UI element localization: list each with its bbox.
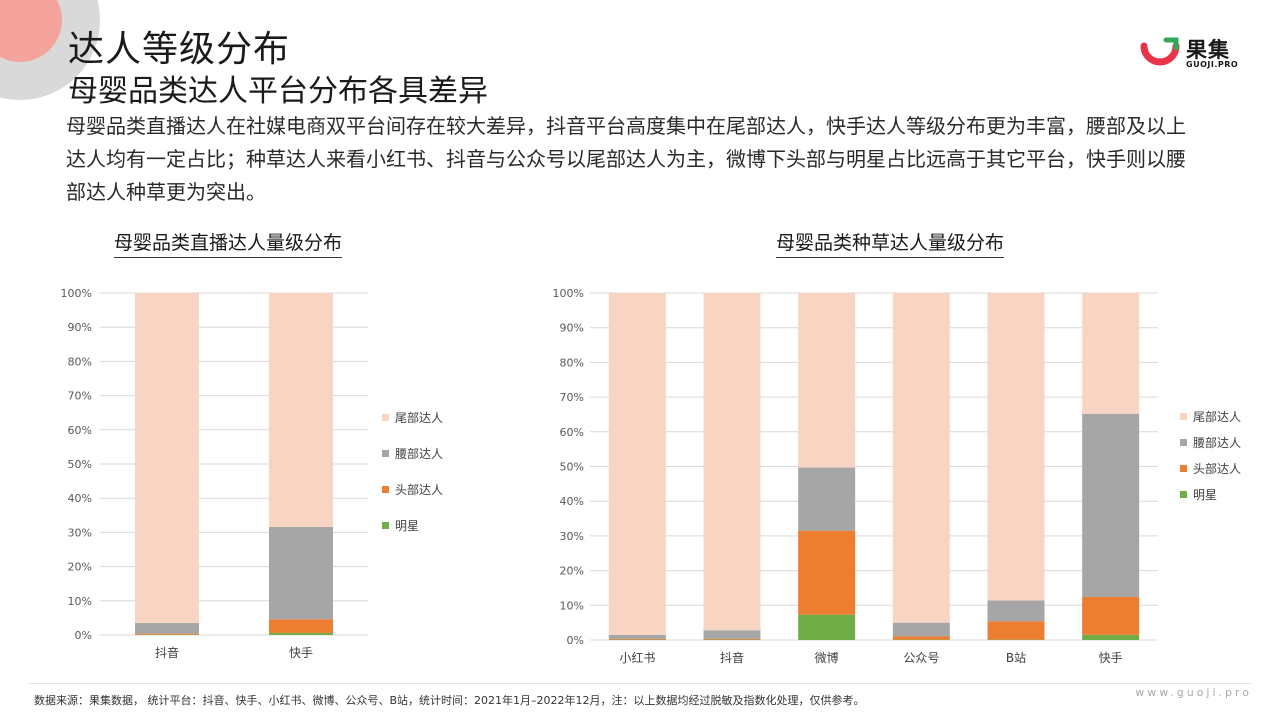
y-tick-label: 0% <box>75 629 92 642</box>
y-tick-label: 40% <box>68 492 92 505</box>
y-tick-label: 40% <box>560 495 584 508</box>
x-tick-label: 抖音 <box>720 650 744 665</box>
legend-swatch <box>382 522 389 529</box>
chart-title-seeding: 母婴品类种草达人量级分布 <box>776 228 1005 258</box>
x-tick-label: 公众号 <box>903 651 939 665</box>
bar-segment <box>892 636 950 640</box>
bar-segment <box>987 293 1045 601</box>
legend-label: 尾部达人 <box>395 410 443 425</box>
y-tick-label: 20% <box>68 561 92 574</box>
y-tick-label: 70% <box>68 390 92 403</box>
bar-segment <box>892 293 950 623</box>
bar-segment <box>269 619 333 633</box>
brand-logo: 果集 GUOJI.PRO <box>1140 34 1250 74</box>
bar-segment <box>987 621 1045 640</box>
page-description: 母婴品类直播达人在社媒电商双平台间存在较大差异，抖音平台高度集中在尾部达人，快手… <box>66 114 1186 204</box>
chart-title-live: 母婴品类直播达人量级分布 <box>114 228 343 258</box>
y-tick-label: 90% <box>560 322 584 335</box>
bar-segment <box>798 530 856 615</box>
legend-swatch <box>382 414 389 421</box>
x-tick-label: B站 <box>1006 651 1026 665</box>
bar-segment <box>798 293 856 468</box>
bar-segment <box>135 633 199 635</box>
y-tick-label: 80% <box>560 356 584 369</box>
legend-swatch <box>382 450 389 457</box>
footer-divider <box>28 683 1252 684</box>
legend-label: 腰部达人 <box>395 446 443 461</box>
bar-segment <box>608 634 666 639</box>
x-tick-label: 快手 <box>1099 651 1123 665</box>
bar-segment <box>608 638 666 640</box>
y-tick-label: 50% <box>560 461 584 474</box>
y-tick-label: 30% <box>68 526 92 539</box>
y-tick-label: 70% <box>560 391 584 404</box>
y-tick-label: 100% <box>553 287 584 300</box>
bar-segment <box>1082 634 1140 640</box>
y-tick-label: 100% <box>61 287 92 300</box>
legend-label: 腰部达人 <box>1193 435 1241 450</box>
chart-1: 0% 10% 20% 30% 40% 50% 60% 70% 80% 90% 100% 小红书 抖音 微博… <box>553 287 1241 665</box>
x-tick-label: 快手 <box>289 646 313 660</box>
page-subtitle: 母婴品类达人平台分布各具差异 <box>68 74 488 109</box>
x-tick-label: 小红书 <box>619 650 655 665</box>
bar-segment <box>1082 413 1140 597</box>
bar-segment <box>798 467 856 531</box>
bar-segment <box>269 293 333 527</box>
legend-label: 头部达人 <box>395 482 443 497</box>
bar-segment <box>135 623 199 634</box>
y-tick-label: 50% <box>68 458 92 471</box>
legend-swatch <box>382 486 389 493</box>
legend-swatch <box>1180 491 1187 498</box>
y-tick-label: 0% <box>567 634 584 647</box>
legend-swatch <box>1180 465 1187 472</box>
y-tick-label: 10% <box>68 595 92 608</box>
page-title: 达人等级分布 <box>68 29 291 70</box>
legend-swatch <box>1180 413 1187 420</box>
bar-segment <box>892 622 950 637</box>
bar-segment <box>987 600 1045 622</box>
brand-domain: GUOJI.PRO <box>1186 60 1239 69</box>
bar-segment <box>703 638 761 640</box>
legend-label: 尾部达人 <box>1193 409 1241 424</box>
y-tick-label: 30% <box>560 530 584 543</box>
bar-segment <box>1082 293 1140 414</box>
bar-segment <box>608 293 666 635</box>
bar-segment <box>703 630 761 639</box>
bar-segment <box>1082 596 1140 635</box>
y-tick-label: 80% <box>68 355 92 368</box>
x-tick-label: 抖音 <box>155 645 179 660</box>
footer-source-note: 数据来源：果集数据， 统计平台：抖音、快手、小红书、微博、公众号、B站，统计时间… <box>34 694 865 707</box>
legend-label: 明星 <box>1193 488 1217 502</box>
y-tick-label: 60% <box>560 426 584 439</box>
brand-name: 果集 <box>1186 38 1230 62</box>
bar-segment <box>798 614 856 640</box>
footer-site: www.guoji.pro <box>1135 686 1252 699</box>
brand-logo-icon <box>1140 37 1180 66</box>
y-tick-label: 60% <box>68 424 92 437</box>
y-tick-label: 90% <box>68 321 92 334</box>
bar-segment <box>269 526 333 620</box>
bar-segment <box>135 293 199 624</box>
y-tick-label: 20% <box>560 565 584 578</box>
bar-segment <box>269 632 333 635</box>
legend-swatch <box>1180 439 1187 446</box>
corner-decoration <box>0 0 100 100</box>
legend-label: 头部达人 <box>1193 461 1241 476</box>
x-tick-label: 微博 <box>815 650 839 665</box>
chart-0: 0% 10% 20% 30% 40% 50% 60% 70% 80% 90% 100% 抖音 快手 尾部达… <box>61 287 443 660</box>
bar-segment <box>703 293 761 631</box>
legend-label: 明星 <box>395 519 419 533</box>
y-tick-label: 10% <box>560 599 584 612</box>
